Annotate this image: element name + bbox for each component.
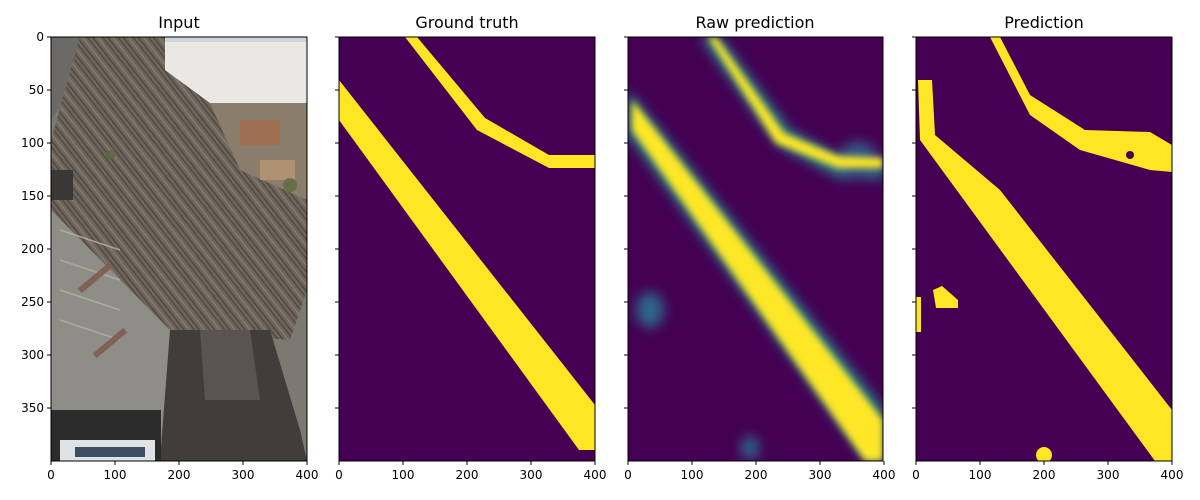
x-tick-label: 400 bbox=[1161, 468, 1184, 482]
y-tick-label: 0 bbox=[36, 30, 44, 44]
x-tick-label: 0 bbox=[624, 468, 632, 482]
y-tick-label: 50 bbox=[29, 83, 44, 97]
x-tick-label: 100 bbox=[969, 468, 992, 482]
x-tick-label: 400 bbox=[584, 468, 607, 482]
x-tick-label: 0 bbox=[912, 468, 920, 482]
x-tick-label: 200 bbox=[456, 468, 479, 482]
x-tick-label: 100 bbox=[104, 468, 127, 482]
axis-ticks: 0 100 200 300 400 0 50 100 150 200 250 300 350 0 100 20… bbox=[21, 30, 1183, 482]
x-tick-label: 0 bbox=[47, 468, 55, 482]
x-tick-label: 200 bbox=[168, 468, 191, 482]
panel-raw-prediction: Raw prediction bbox=[627, 13, 884, 462]
x-tick-label: 400 bbox=[873, 468, 896, 482]
x-tick-label: 200 bbox=[1033, 468, 1056, 482]
raw-prediction-heatmap bbox=[628, 37, 883, 461]
y-tick-label: 200 bbox=[21, 242, 44, 256]
panel-input: Input bbox=[50, 13, 308, 462]
y-tick-label: 250 bbox=[21, 295, 44, 309]
x-tick-label: 100 bbox=[681, 468, 704, 482]
panel-title: Prediction bbox=[1004, 13, 1083, 32]
panel-title: Input bbox=[158, 13, 199, 32]
y-tick-label: 150 bbox=[21, 189, 44, 203]
x-tick-label: 0 bbox=[335, 468, 343, 482]
y-tick-label: 100 bbox=[21, 136, 44, 150]
panel-ground-truth: Ground truth bbox=[338, 13, 596, 462]
x-tick-label: 300 bbox=[232, 468, 255, 482]
x-tick-label: 300 bbox=[520, 468, 543, 482]
panel-title: Ground truth bbox=[415, 13, 518, 32]
x-tick-label: 100 bbox=[392, 468, 415, 482]
x-tick-label: 300 bbox=[1097, 468, 1120, 482]
x-tick-label: 400 bbox=[296, 468, 319, 482]
x-tick-label: 200 bbox=[745, 468, 768, 482]
ground-truth-mask bbox=[339, 37, 595, 461]
x-tick-label: 300 bbox=[809, 468, 832, 482]
y-tick-label: 350 bbox=[21, 401, 44, 415]
panel-prediction: Prediction bbox=[915, 13, 1173, 462]
panel-title: Raw prediction bbox=[695, 13, 814, 32]
prediction-mask bbox=[916, 37, 1172, 461]
y-tick-label: 300 bbox=[21, 348, 44, 362]
aerial-photo bbox=[51, 37, 307, 461]
